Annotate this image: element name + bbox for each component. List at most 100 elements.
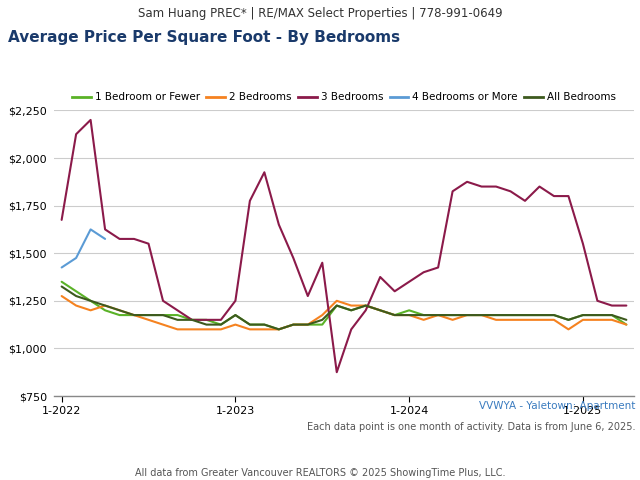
1 Bedroom or Fewer <box>564 317 572 323</box>
1 Bedroom or Fewer <box>449 312 456 318</box>
3 Bedrooms <box>159 298 167 304</box>
3 Bedrooms <box>188 317 196 323</box>
2 Bedrooms <box>564 326 572 332</box>
2 Bedrooms <box>376 307 384 313</box>
3 Bedrooms <box>304 293 312 299</box>
2 Bedrooms <box>58 293 65 299</box>
2 Bedrooms <box>101 303 109 309</box>
4 Bedrooms or More <box>87 227 95 232</box>
1 Bedroom or Fewer <box>376 307 384 313</box>
1 Bedroom or Fewer <box>203 317 211 323</box>
2 Bedrooms <box>593 317 601 323</box>
Line: 1 Bedroom or Fewer: 1 Bedroom or Fewer <box>61 282 627 329</box>
All Bedrooms <box>564 317 572 323</box>
Line: All Bedrooms: All Bedrooms <box>61 287 627 329</box>
2 Bedrooms <box>579 317 587 323</box>
1 Bedroom or Fewer <box>101 307 109 313</box>
2 Bedrooms <box>188 326 196 332</box>
1 Bedroom or Fewer <box>405 307 413 313</box>
3 Bedrooms <box>362 307 369 313</box>
Text: All data from Greater Vancouver REALTORS © 2025 ShowingTime Plus, LLC.: All data from Greater Vancouver REALTORS… <box>135 468 505 478</box>
3 Bedrooms <box>116 236 124 242</box>
2 Bedrooms <box>87 307 95 313</box>
2 Bedrooms <box>550 317 558 323</box>
2 Bedrooms <box>623 322 630 327</box>
3 Bedrooms <box>405 279 413 285</box>
2 Bedrooms <box>145 317 152 323</box>
3 Bedrooms <box>435 264 442 270</box>
3 Bedrooms <box>246 198 253 204</box>
All Bedrooms <box>116 307 124 313</box>
2 Bedrooms <box>173 326 181 332</box>
All Bedrooms <box>521 312 529 318</box>
2 Bedrooms <box>420 317 428 323</box>
2 Bedrooms <box>203 326 211 332</box>
1 Bedroom or Fewer <box>507 312 515 318</box>
1 Bedroom or Fewer <box>362 303 369 309</box>
3 Bedrooms <box>232 298 239 304</box>
All Bedrooms <box>420 312 428 318</box>
1 Bedroom or Fewer <box>492 312 500 318</box>
3 Bedrooms <box>275 222 283 228</box>
All Bedrooms <box>348 307 355 313</box>
2 Bedrooms <box>333 298 340 304</box>
All Bedrooms <box>550 312 558 318</box>
3 Bedrooms <box>87 117 95 123</box>
All Bedrooms <box>492 312 500 318</box>
3 Bedrooms <box>260 169 268 175</box>
2 Bedrooms <box>463 312 471 318</box>
2 Bedrooms <box>348 303 355 309</box>
2 Bedrooms <box>521 317 529 323</box>
3 Bedrooms <box>72 132 80 137</box>
2 Bedrooms <box>608 317 616 323</box>
Line: 2 Bedrooms: 2 Bedrooms <box>61 296 627 329</box>
3 Bedrooms <box>348 326 355 332</box>
1 Bedroom or Fewer <box>521 312 529 318</box>
Line: 4 Bedrooms or More: 4 Bedrooms or More <box>61 229 105 267</box>
1 Bedroom or Fewer <box>536 312 543 318</box>
2 Bedrooms <box>391 312 399 318</box>
2 Bedrooms <box>449 317 456 323</box>
2 Bedrooms <box>492 317 500 323</box>
All Bedrooms <box>173 317 181 323</box>
3 Bedrooms <box>203 317 211 323</box>
All Bedrooms <box>87 298 95 304</box>
2 Bedrooms <box>536 317 543 323</box>
2 Bedrooms <box>246 326 253 332</box>
All Bedrooms <box>145 312 152 318</box>
All Bedrooms <box>319 317 326 323</box>
Text: Sam Huang PREC* | RE/MAX Select Properties | 778-991-0649: Sam Huang PREC* | RE/MAX Select Properti… <box>138 7 502 20</box>
1 Bedroom or Fewer <box>579 312 587 318</box>
Text: Each data point is one month of activity. Data is from June 6, 2025.: Each data point is one month of activity… <box>307 422 636 432</box>
All Bedrooms <box>188 317 196 323</box>
All Bedrooms <box>608 312 616 318</box>
1 Bedroom or Fewer <box>260 322 268 327</box>
3 Bedrooms <box>492 184 500 190</box>
1 Bedroom or Fewer <box>319 322 326 327</box>
3 Bedrooms <box>608 303 616 309</box>
3 Bedrooms <box>319 260 326 265</box>
All Bedrooms <box>593 312 601 318</box>
1 Bedroom or Fewer <box>217 322 225 327</box>
3 Bedrooms <box>463 179 471 185</box>
2 Bedrooms <box>319 312 326 318</box>
3 Bedrooms <box>130 236 138 242</box>
1 Bedroom or Fewer <box>289 322 297 327</box>
1 Bedroom or Fewer <box>550 312 558 318</box>
Text: Average Price Per Square Foot - By Bedrooms: Average Price Per Square Foot - By Bedro… <box>8 30 400 45</box>
All Bedrooms <box>260 322 268 327</box>
1 Bedroom or Fewer <box>463 312 471 318</box>
1 Bedroom or Fewer <box>188 317 196 323</box>
3 Bedrooms <box>579 241 587 247</box>
3 Bedrooms <box>550 193 558 199</box>
1 Bedroom or Fewer <box>246 322 253 327</box>
1 Bedroom or Fewer <box>145 312 152 318</box>
2 Bedrooms <box>435 312 442 318</box>
1 Bedroom or Fewer <box>420 312 428 318</box>
All Bedrooms <box>58 284 65 289</box>
1 Bedroom or Fewer <box>435 312 442 318</box>
1 Bedroom or Fewer <box>304 322 312 327</box>
All Bedrooms <box>101 303 109 309</box>
3 Bedrooms <box>536 184 543 190</box>
2 Bedrooms <box>130 312 138 318</box>
